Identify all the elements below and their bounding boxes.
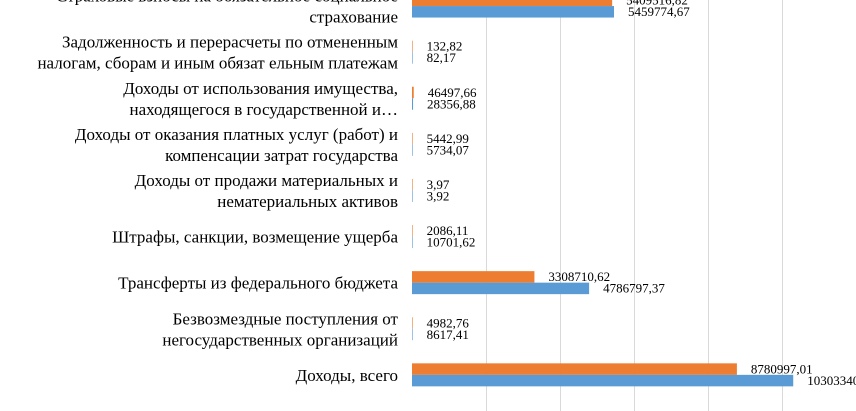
category-label: страхование	[309, 8, 398, 27]
bar-series-2	[412, 6, 615, 18]
category-label: Безвозмездные поступления от	[173, 309, 399, 328]
data-label: 10701,62	[427, 235, 476, 250]
data-label: 3,92	[427, 188, 450, 203]
bar-series-2	[412, 190, 413, 202]
bar-series-1	[412, 178, 413, 191]
bar-series-1	[412, 132, 413, 145]
data-label: 8780997,01	[751, 361, 813, 376]
bar-series-2	[412, 374, 794, 387]
data-label: 10303340,83	[807, 373, 856, 388]
data-label: 2086,11	[427, 223, 469, 238]
category-label: нематериальных активов	[217, 192, 398, 211]
bar-series-1	[412, 86, 414, 99]
bar-series-1	[412, 363, 737, 375]
bar-series-2	[412, 328, 413, 341]
bar-series-1	[412, 40, 413, 53]
data-label: 5442,99	[427, 131, 469, 146]
category-label: Страховые взносы на обязательное социаль…	[56, 0, 398, 6]
bar-series-2	[412, 144, 413, 156]
bars	[412, 0, 794, 387]
data-label: 5734,07	[427, 142, 470, 157]
data-label: 4786797,37	[603, 281, 665, 296]
data-label: 28356,88	[427, 96, 476, 111]
bar-series-1	[412, 317, 413, 329]
data-label: 132,82	[427, 39, 463, 54]
data-label: 46497,66	[428, 85, 477, 100]
data-label: 5459774,67	[628, 4, 690, 19]
bar-series-1	[412, 0, 613, 7]
bar-series-2	[412, 98, 414, 110]
category-label: находящегося в государственной и…	[130, 100, 398, 119]
bar-series-2	[412, 282, 590, 295]
category-label: Доходы, всего	[296, 366, 398, 385]
gridlines	[486, 0, 783, 411]
category-label: налогам, сборам и иным обязат ельным пла…	[37, 54, 398, 73]
value-labels: 5409516,825459774,67132,8282,1746497,662…	[427, 0, 856, 388]
category-label: компенсации затрат государства	[165, 146, 398, 165]
data-label: 5409516,82	[626, 0, 688, 8]
category-label: Доходы от оказания платных услуг (работ)…	[75, 125, 398, 144]
data-label: 3308710,62	[548, 269, 610, 284]
category-label: негосударственных организаций	[162, 330, 398, 349]
category-label: Задолженность и перерасчеты по отмененны…	[62, 33, 398, 52]
data-label: 4982,76	[427, 315, 470, 330]
data-label: 82,17	[427, 50, 457, 65]
category-label: Доходы от продажи материальных и	[135, 171, 398, 190]
bar-series-2	[412, 236, 413, 249]
category-label: Трансферты из федерального бюджета	[118, 274, 398, 293]
category-label: Доходы от использования имущества,	[123, 79, 398, 98]
data-label: 3,97	[427, 177, 450, 192]
bar-series-1	[412, 271, 535, 283]
bar-series-2	[412, 52, 413, 64]
data-label: 8617,41	[427, 327, 469, 342]
category-label: Штрафы, санкции, возмещение ущерба	[112, 228, 398, 247]
category-labels: Страховые взносы на обязательное социаль…	[37, 0, 398, 385]
bar-series-1	[412, 225, 413, 237]
